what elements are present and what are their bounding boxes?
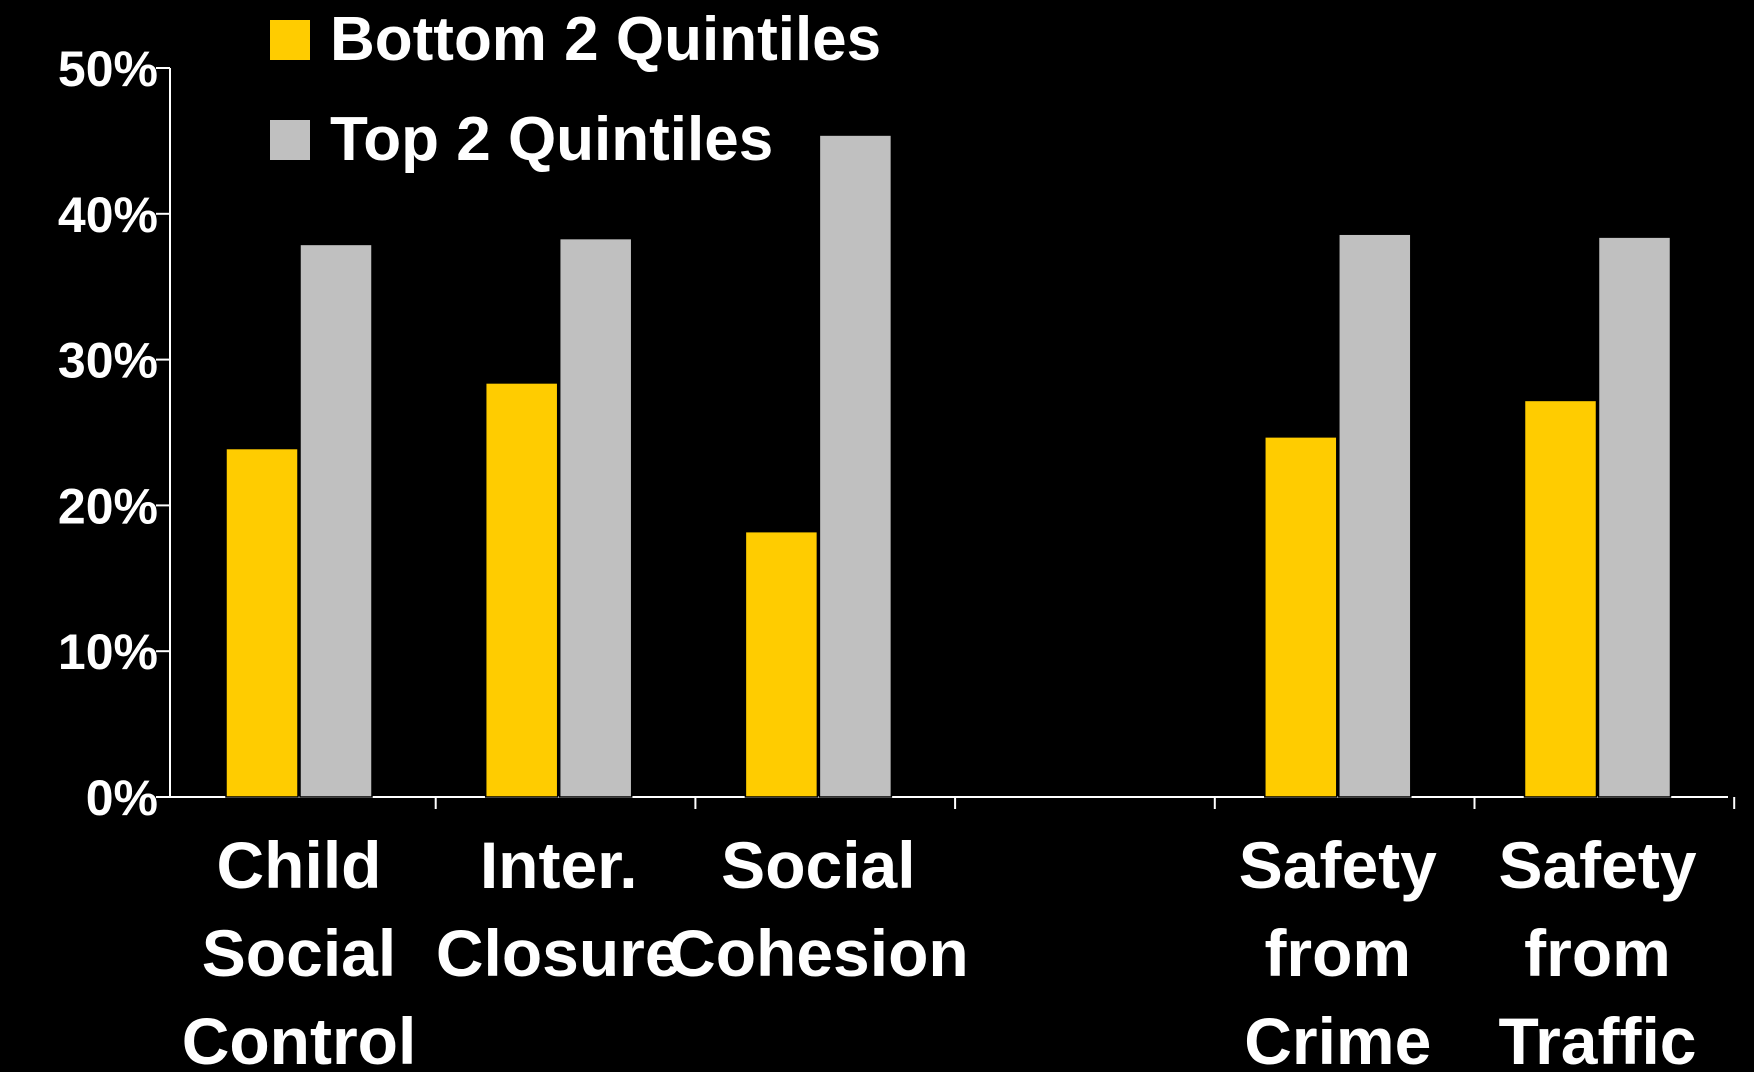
bar	[299, 243, 373, 798]
category-label: Social	[721, 828, 915, 902]
y-tick-label: 40%	[58, 187, 158, 243]
bar	[225, 447, 299, 798]
category-label: Closure	[436, 916, 682, 990]
bar	[1264, 436, 1338, 798]
bar	[1338, 233, 1412, 798]
category-label: Social	[202, 916, 396, 990]
category-label: Control	[182, 1004, 417, 1072]
axes: 0% 10% 20% 30% 40% 50%	[58, 41, 1736, 826]
legend: Bottom 2 Quintiles Top 2 Quintiles	[270, 5, 881, 174]
y-tick-label: 10%	[58, 624, 158, 680]
category-label: Crime	[1244, 1004, 1431, 1072]
bar	[558, 237, 633, 798]
bar	[744, 530, 819, 798]
legend-label: Top 2 Quintiles	[330, 105, 773, 174]
y-tick-label: 0%	[86, 770, 158, 826]
category-label: Traffic	[1498, 1004, 1696, 1072]
legend-label: Bottom 2 Quintiles	[330, 5, 881, 74]
category-label: Safety	[1498, 828, 1696, 902]
y-tick-label: 20%	[58, 478, 158, 534]
category-label: Inter.	[480, 828, 638, 902]
legend-swatch	[270, 120, 310, 160]
category-labels: Child Social Control Inter. Closure Social Coh…	[182, 828, 1697, 1072]
category-label: Child	[217, 828, 382, 902]
category-label: from	[1524, 916, 1671, 990]
category-label: from	[1264, 916, 1411, 990]
bars	[225, 134, 1672, 798]
category-label: Safety	[1239, 828, 1437, 902]
bar	[1523, 399, 1598, 798]
bar	[1597, 236, 1672, 798]
y-tick-label: 30%	[58, 333, 158, 389]
y-tick-label: 50%	[58, 41, 158, 97]
bar	[818, 134, 893, 798]
category-label: Cohesion	[668, 916, 969, 990]
bar	[484, 382, 559, 798]
legend-swatch	[270, 20, 310, 60]
